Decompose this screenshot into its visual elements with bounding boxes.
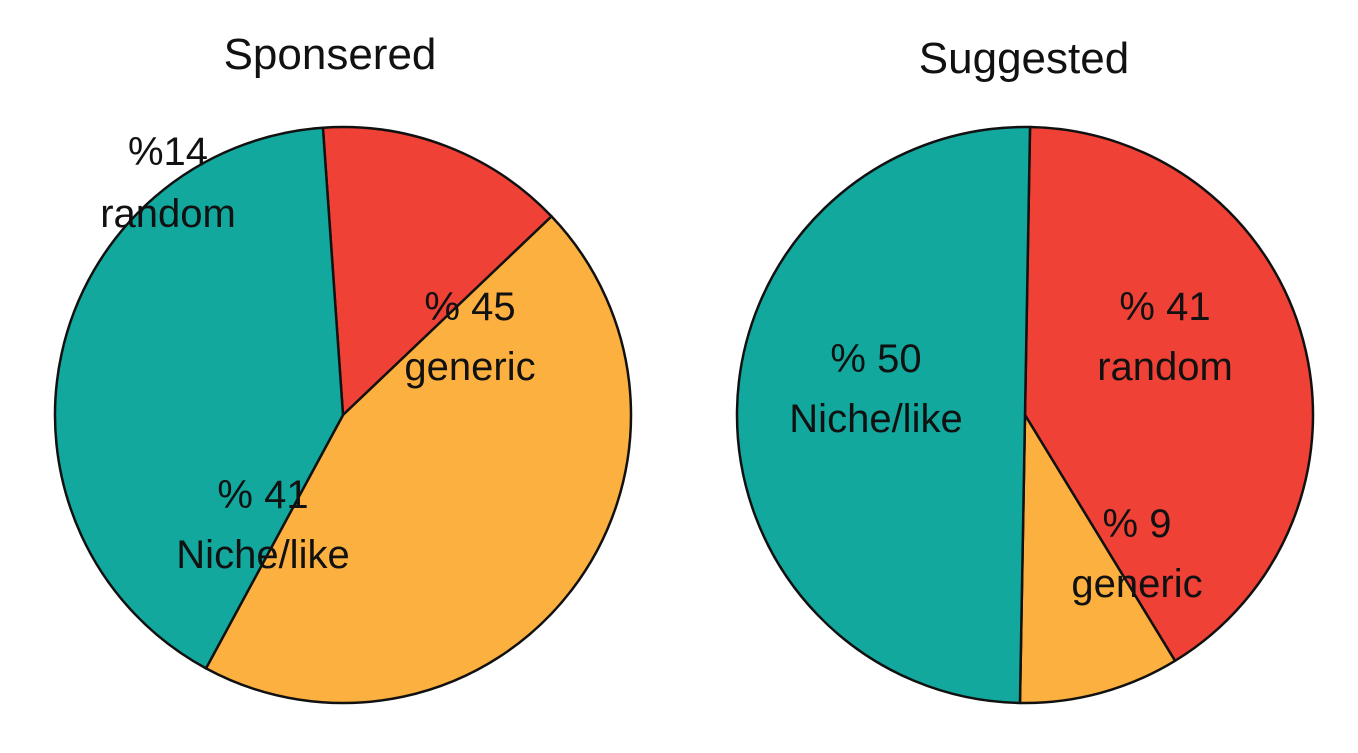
slice-percent-label: % 50	[830, 337, 921, 381]
pie-sponsered: %14 random % 45 generic % 41 Niche/like	[53, 125, 633, 705]
pie-slice-niche	[53, 126, 345, 670]
slice-name-label: random	[1097, 345, 1233, 389]
pie-slice-generic	[1018, 413, 1177, 705]
chart-title-suggested: Suggested	[918, 34, 1130, 83]
slice-name-label: random	[100, 192, 236, 236]
slice-name-label: Niche/like	[176, 533, 349, 577]
pie-slice-generic	[204, 215, 633, 705]
slice-name-label: Niche/like	[789, 397, 962, 441]
pie-slice-niche	[735, 125, 1032, 705]
slice-percent-label: % 41	[1119, 285, 1210, 329]
pie-slice-random	[1023, 125, 1315, 663]
chart-title-sponsered: Sponsered	[223, 30, 437, 79]
slice-name-label: generic	[404, 345, 535, 389]
slice-percent-label: % 9	[1103, 502, 1172, 546]
pie-suggested: % 41 random % 9 generic % 50 Niche/like	[735, 125, 1315, 705]
slice-percent-label: % 45	[424, 285, 515, 329]
pie-slice-random	[321, 125, 553, 417]
slice-percent-label: %14	[128, 130, 208, 174]
slice-name-label: generic	[1071, 562, 1202, 606]
slice-percent-label: % 41	[217, 473, 308, 517]
